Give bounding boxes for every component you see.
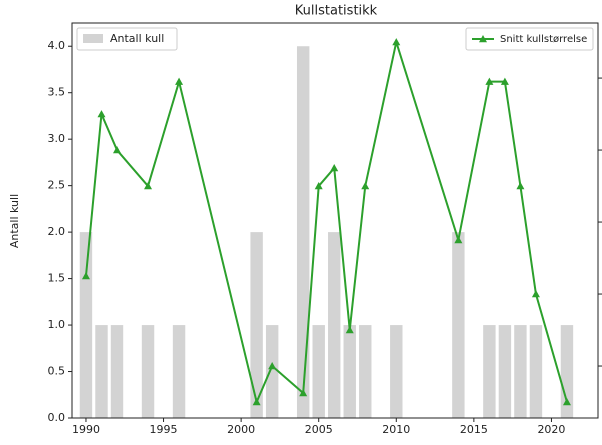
y-axis-label: Antall kull [8,194,21,248]
line-marker [314,182,323,190]
legend-label: Snitt kullstørrelse [500,34,587,45]
bar [265,325,279,418]
line-marker [268,362,277,370]
bar [79,232,93,418]
bar [452,232,465,418]
line-marker [345,326,354,334]
line-marker [516,182,525,190]
x-tick-label: 2020 [537,423,565,436]
bar [498,325,512,418]
line-marker [454,236,463,244]
bar [95,325,108,418]
y-tick-label: 0.0 [48,411,66,424]
line-marker [392,38,401,46]
legend-label: Antall kull [110,32,164,45]
line-marker [252,398,261,406]
x-tick-label: 2005 [305,423,333,436]
line-marker [299,389,308,397]
legend-box [465,27,594,51]
bar [343,325,356,418]
x-tick-label: 2010 [382,423,410,436]
line-marker [97,110,106,118]
line-marker [144,182,153,190]
bar [390,325,403,418]
bar [296,46,310,419]
bar [328,232,341,418]
x-tick-label: 1995 [150,423,178,436]
y-tick-label: 3.5 [48,86,66,99]
chart-title: Kullstatistikk [295,4,378,19]
line-marker [112,146,121,154]
line-marker [361,182,370,190]
bar [483,325,496,418]
bar [110,325,124,418]
bar [250,232,263,418]
legend-marker [479,35,487,43]
bar [359,325,372,418]
line-marker [330,164,339,172]
line-marker [81,272,90,280]
y-tick-label: 1.0 [48,318,66,331]
line-marker [562,398,571,406]
y-tick-label: 3.0 [48,132,66,145]
bar [529,325,543,418]
legend-swatch [83,34,103,43]
line-marker [500,77,509,85]
x-tick-label: 1990 [72,423,100,436]
x-tick-label: 2000 [227,423,255,436]
bar [514,325,527,418]
y-tick-label: 4.0 [48,39,66,52]
y-tick-label: 2.5 [48,179,66,192]
line-marker [175,77,184,85]
y-tick-label: 1.5 [48,272,66,285]
legend-box [76,27,178,51]
plot-frame [71,22,599,419]
bar [141,325,155,418]
x-tick-label: 2015 [460,423,488,436]
y-tick-label: 0.5 [48,365,66,378]
bar [312,325,325,418]
line-marker [485,77,494,85]
bar [172,325,186,418]
y-tick-label: 2.0 [48,225,66,238]
line-marker [531,290,540,298]
